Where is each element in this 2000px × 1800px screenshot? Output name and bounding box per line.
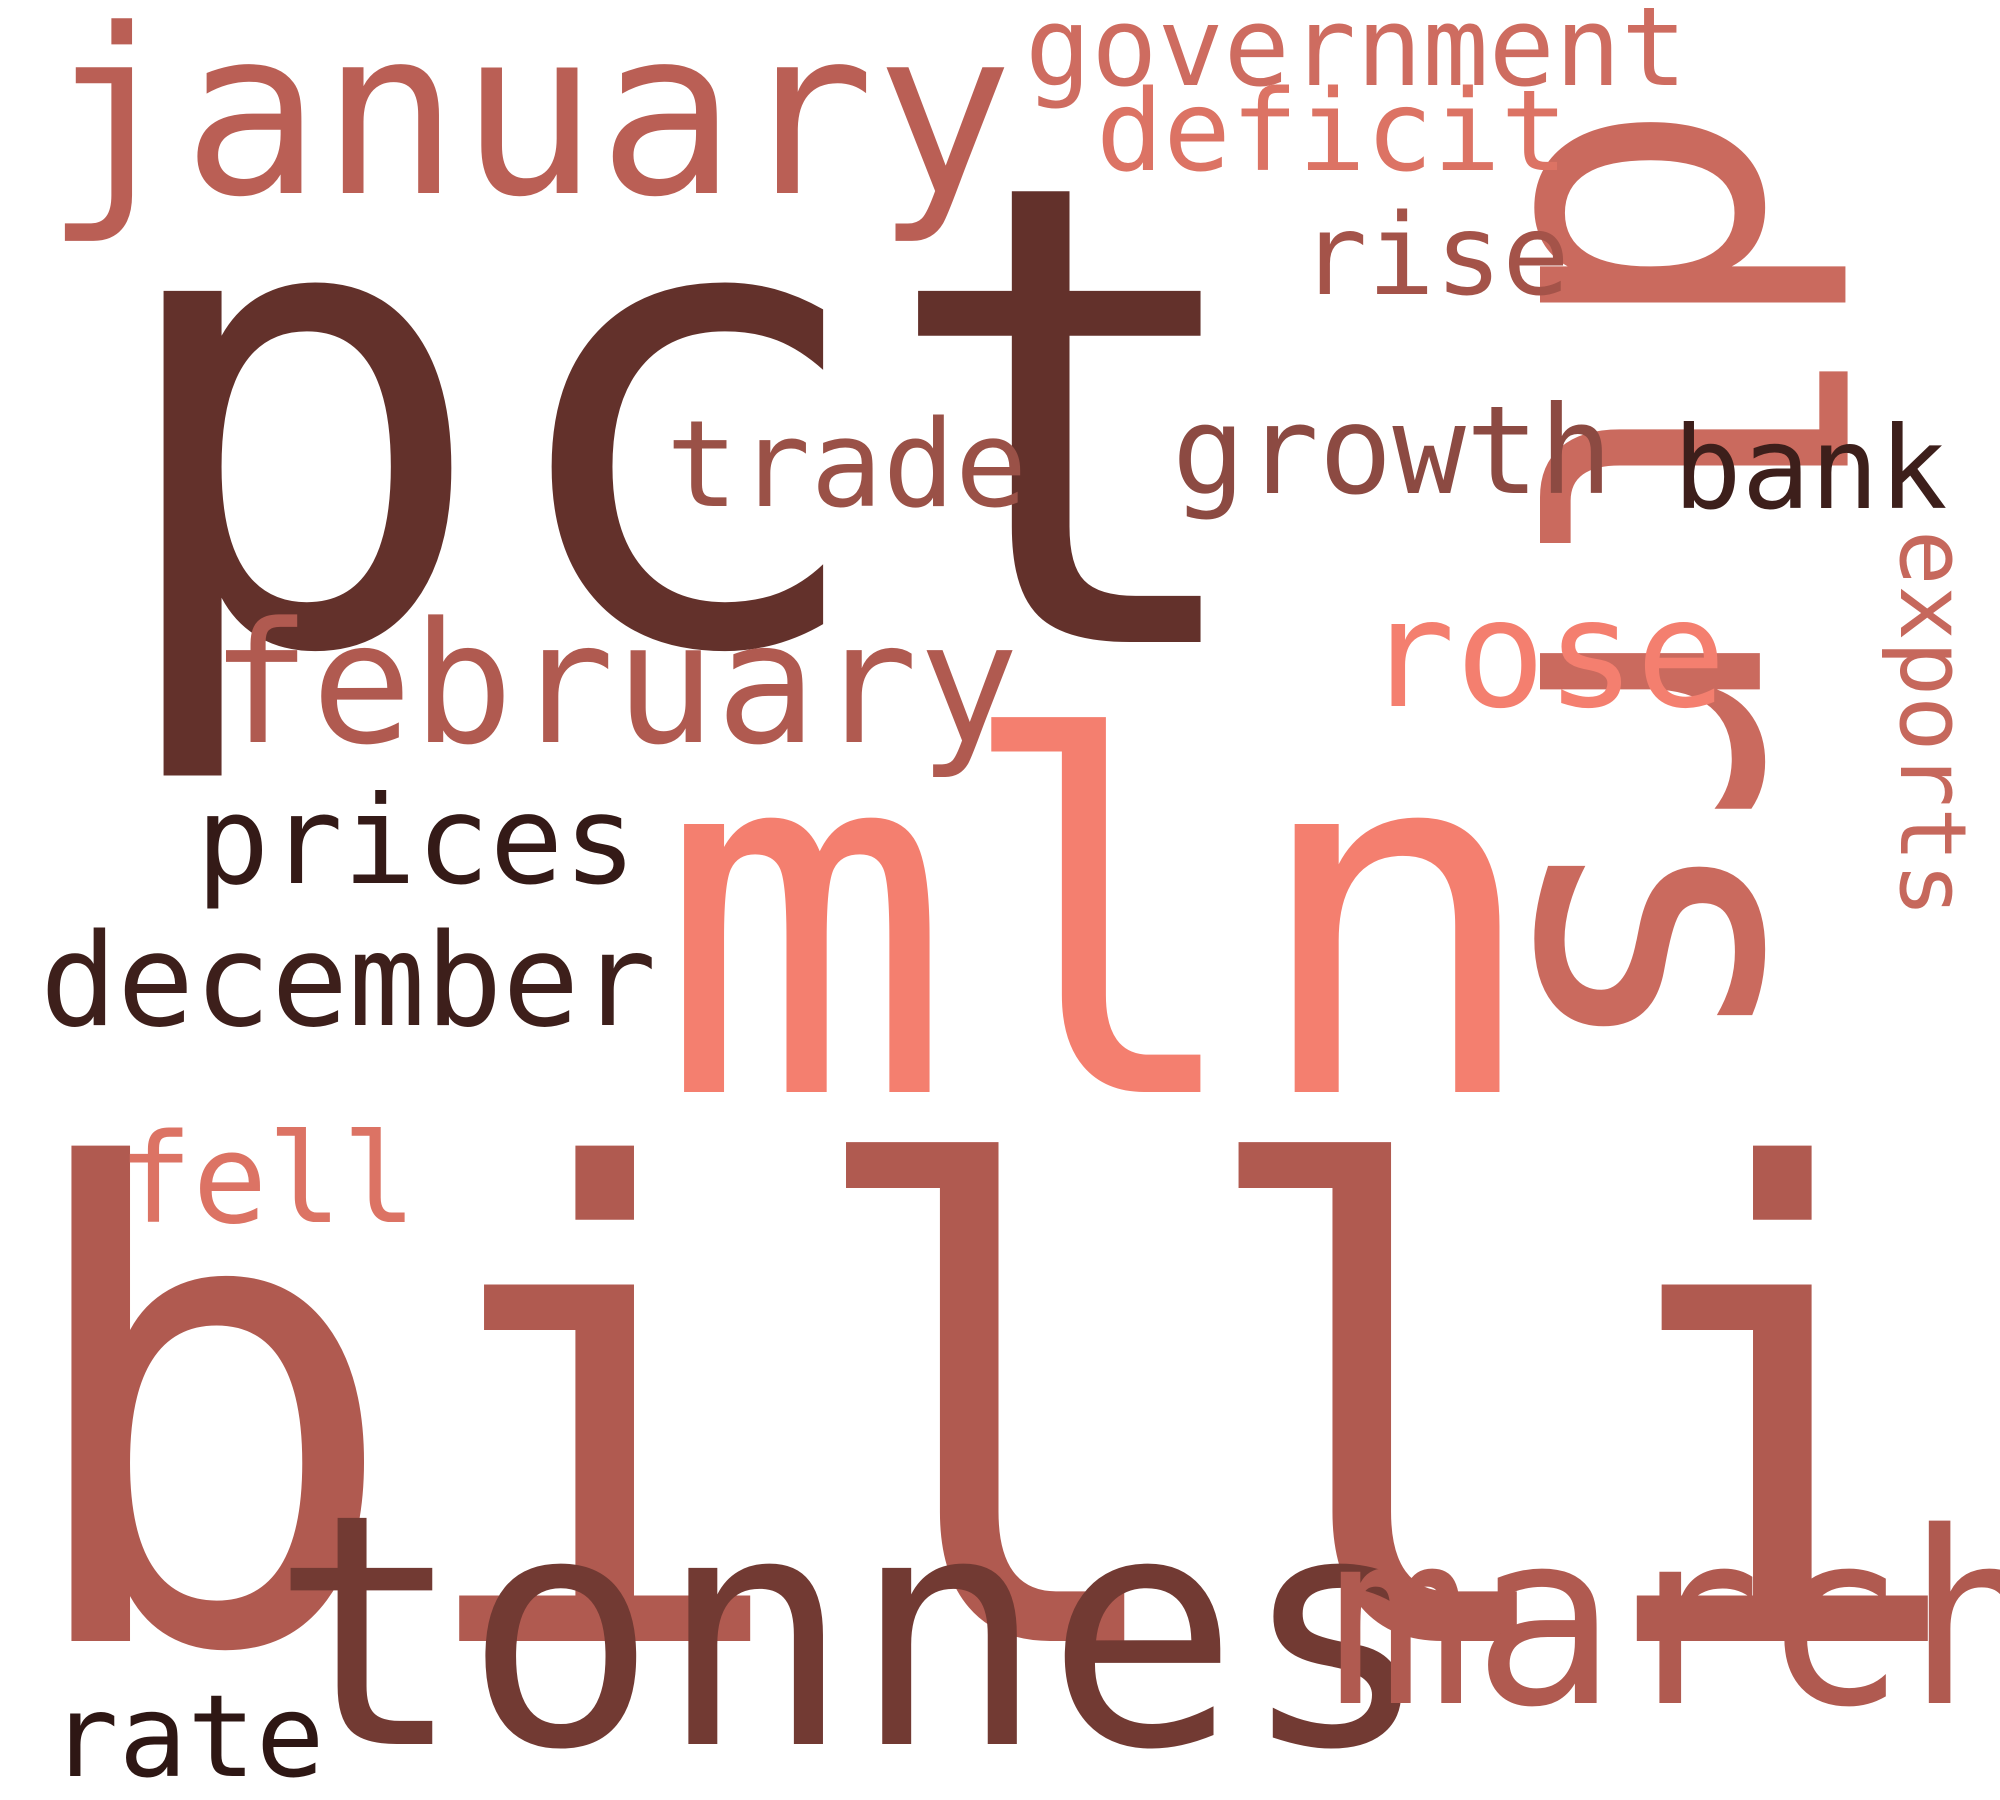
- word-mln: mln: [658, 637, 1544, 1208]
- word-fell: fell: [118, 1108, 417, 1252]
- word-rise: rise: [1300, 191, 1570, 321]
- word-march: march: [1328, 1480, 2000, 1760]
- word-exports: exports: [1879, 530, 1986, 918]
- word-february: february: [210, 586, 1020, 782]
- word-billion: billion: [10, 1036, 2000, 1795]
- word-rose: rose: [1365, 568, 1727, 742]
- word-growth: growth: [1172, 380, 1613, 522]
- word-prices: prices: [196, 770, 637, 912]
- word-rate: rate: [50, 1670, 325, 1800]
- word-government: government: [1025, 0, 1688, 111]
- word-deficit: deficit: [1096, 67, 1569, 197]
- word-january: january: [44, 0, 1014, 248]
- word-tonnes: tonnes: [270, 1445, 1434, 1800]
- word-pct: pct: [104, 47, 1264, 794]
- word-bank: bank: [1673, 402, 1948, 535]
- word-trade: trade: [666, 396, 1028, 535]
- word-december: december: [40, 907, 657, 1056]
